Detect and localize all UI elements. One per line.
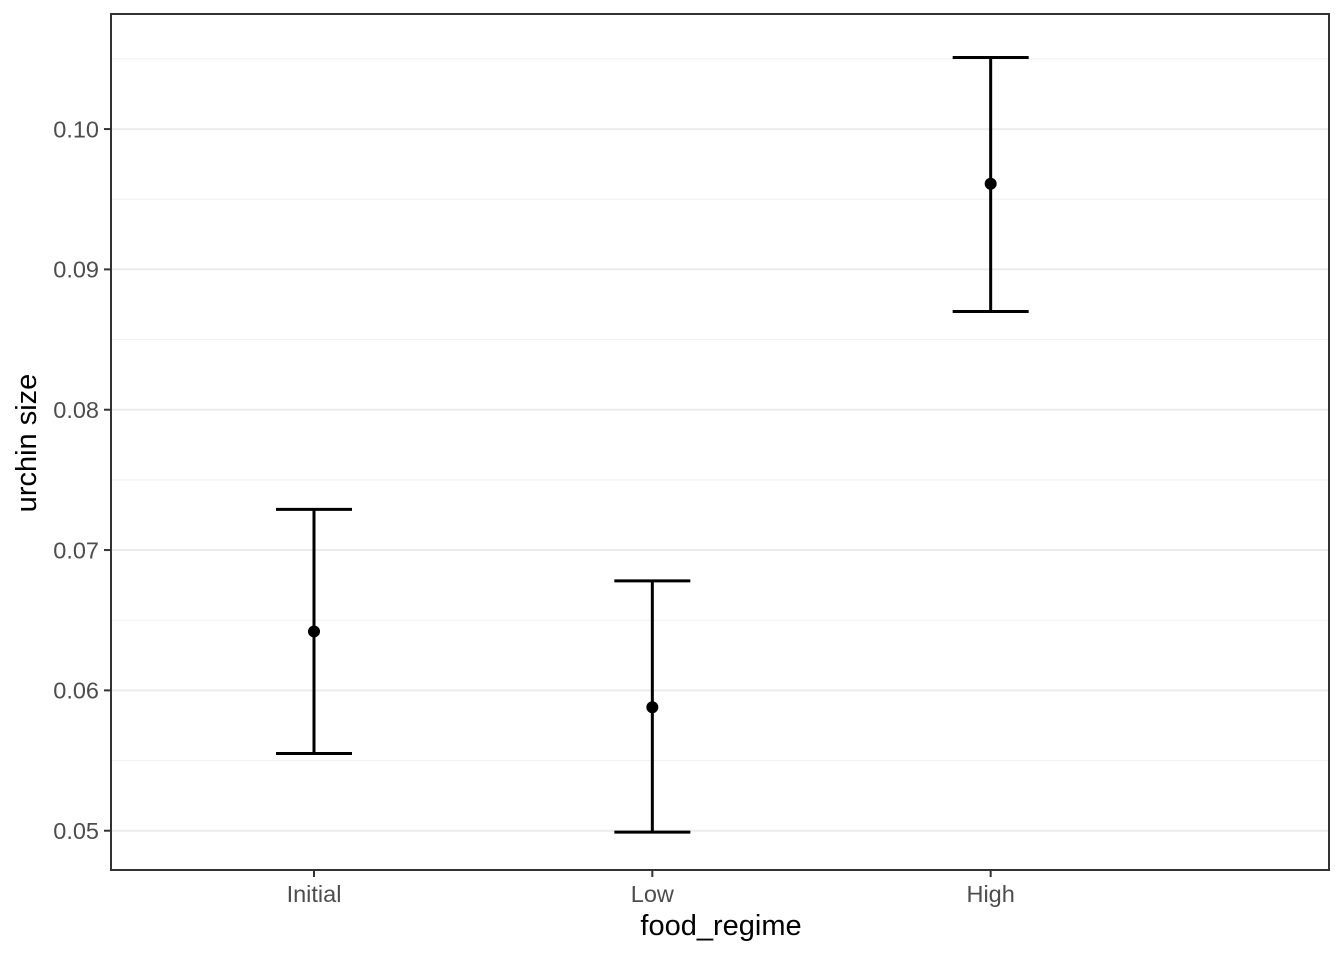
panel-border xyxy=(110,13,1330,871)
x-axis-title: food_regime xyxy=(640,910,802,943)
y-tick-label: 0.10 xyxy=(53,116,99,142)
y-tick-label: 0.06 xyxy=(53,678,99,704)
y-axis-title: urchin size xyxy=(11,373,44,513)
x-tick-label: High xyxy=(966,881,1014,907)
x-tick-label: Low xyxy=(631,881,675,907)
y-tick-label: 0.09 xyxy=(53,257,99,283)
y-tick-label: 0.08 xyxy=(53,397,99,423)
x-tick-label: Initial xyxy=(287,881,342,907)
point-high xyxy=(984,177,997,190)
y-tick-label: 0.05 xyxy=(53,818,99,844)
y-tick-label: 0.07 xyxy=(53,537,99,563)
point-initial xyxy=(308,625,320,638)
point-low xyxy=(646,701,659,714)
